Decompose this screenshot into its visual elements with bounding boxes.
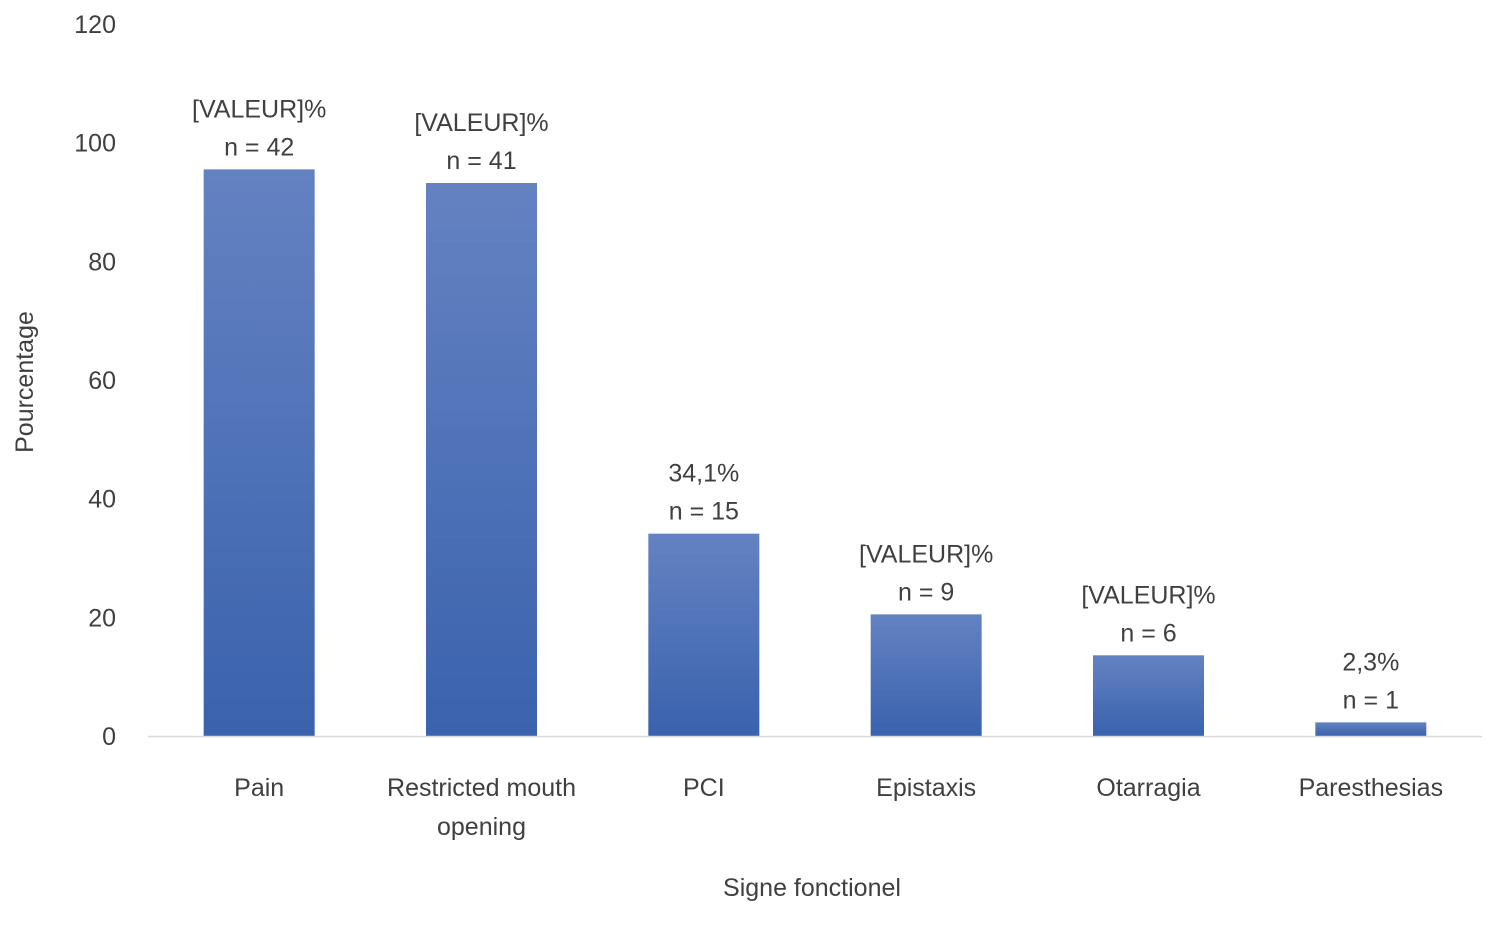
data-label: n = 9	[898, 578, 954, 606]
data-label: n = 15	[669, 498, 739, 526]
y-tick-label: 20	[88, 604, 116, 632]
data-label: 34,1%	[668, 460, 739, 488]
bar	[1093, 655, 1204, 736]
data-label: n = 6	[1120, 619, 1176, 647]
data-labels-group: [VALEUR]% n = 42 [VALEUR]% n = 41 34,1% n = 1…	[192, 95, 1399, 714]
bar	[203, 169, 315, 736]
bar	[1315, 722, 1427, 736]
data-label: [VALEUR]%	[414, 109, 548, 137]
data-label: n = 41	[446, 147, 516, 175]
y-axis-title: Pourcentage	[11, 311, 39, 453]
data-label: [VALEUR]%	[192, 95, 326, 123]
bar	[870, 614, 982, 736]
data-label: [VALEUR]%	[1081, 581, 1215, 609]
category-label: Paresthesias	[1299, 774, 1444, 802]
category-label: PCI	[683, 774, 725, 802]
bar	[648, 533, 760, 736]
data-label: n = 1	[1343, 686, 1399, 714]
category-label: Epistaxis	[876, 774, 976, 802]
y-tick-label: 0	[102, 723, 116, 751]
x-axis-title: Signe fonctionel	[723, 874, 901, 902]
y-axis: 0 20 40 60 80 100 120	[74, 11, 116, 751]
bar	[426, 183, 537, 737]
y-tick-label: 120	[74, 11, 116, 39]
y-tick-label: 40	[88, 486, 116, 514]
data-label: 2,3%	[1342, 648, 1399, 676]
y-tick-label: 80	[88, 248, 116, 276]
category-label: Pain	[234, 774, 284, 802]
category-label: Restricted mouth	[387, 774, 576, 802]
y-tick-label: 100	[74, 130, 116, 158]
category-labels-group: Pain Restricted mouth opening PCI Epistaxis O…	[234, 774, 1443, 841]
category-label: opening	[437, 813, 526, 841]
bars-group	[203, 169, 1427, 737]
data-label: [VALEUR]%	[859, 540, 993, 568]
category-label: Otarragia	[1096, 774, 1200, 802]
data-label: n = 42	[224, 133, 294, 161]
y-tick-label: 60	[88, 367, 116, 395]
